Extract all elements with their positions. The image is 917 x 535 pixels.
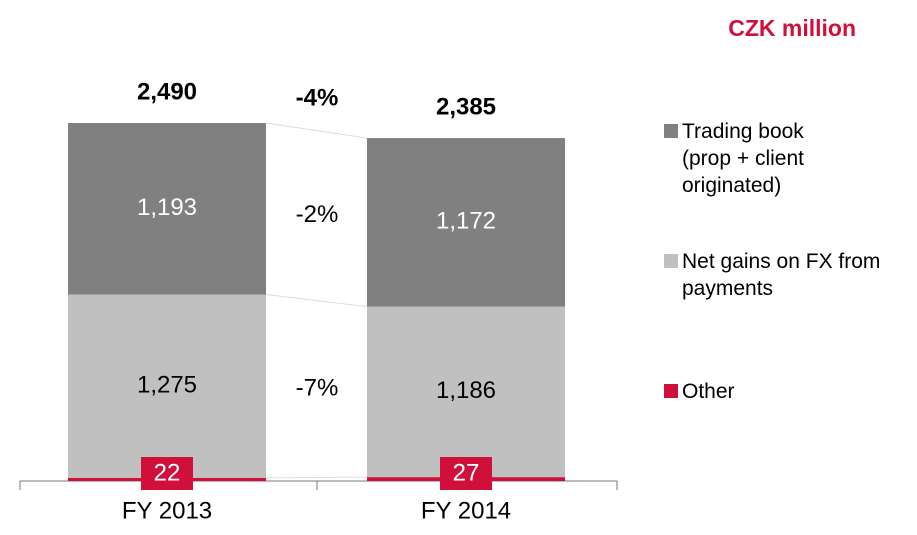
x-tick-label: FY 2014 bbox=[421, 497, 511, 524]
value-label-box bbox=[440, 457, 492, 490]
legend-swatch bbox=[664, 384, 678, 398]
total-label: 2,490 bbox=[137, 78, 197, 105]
legend-label: Other bbox=[682, 380, 735, 403]
value-label: 1,193 bbox=[137, 194, 197, 221]
legend-item: Net gains on FX from payments bbox=[664, 248, 917, 302]
legend-swatch bbox=[664, 124, 678, 138]
legend-swatch bbox=[664, 254, 678, 268]
change-label: -7% bbox=[296, 374, 339, 401]
legend-label: Net gains on FX from payments bbox=[682, 250, 881, 300]
value-label: 1,172 bbox=[436, 208, 496, 235]
legend-label: Trading book (prop + client originated) bbox=[682, 120, 804, 197]
legend-item: Other bbox=[664, 378, 917, 405]
unit-label: CZK million bbox=[728, 15, 856, 41]
value-label-box bbox=[141, 457, 193, 490]
total-change-label: -4% bbox=[296, 84, 339, 111]
legend-item: Trading book (prop + client originated) bbox=[664, 118, 917, 199]
connector bbox=[265, 294, 368, 308]
connector bbox=[265, 476, 368, 479]
total-label: 2,385 bbox=[436, 93, 496, 120]
value-label: 1,275 bbox=[137, 372, 197, 399]
connector bbox=[265, 122, 368, 139]
change-label: -2% bbox=[296, 201, 339, 228]
x-tick-label: FY 2013 bbox=[122, 497, 212, 524]
bar-segment bbox=[367, 306, 565, 478]
bar-segment bbox=[367, 138, 565, 307]
bar-segment bbox=[68, 123, 266, 295]
value-label: 1,186 bbox=[436, 377, 496, 404]
bar-segment bbox=[68, 294, 266, 478]
value-label: 22 bbox=[154, 459, 181, 486]
value-label: 27 bbox=[453, 459, 480, 486]
